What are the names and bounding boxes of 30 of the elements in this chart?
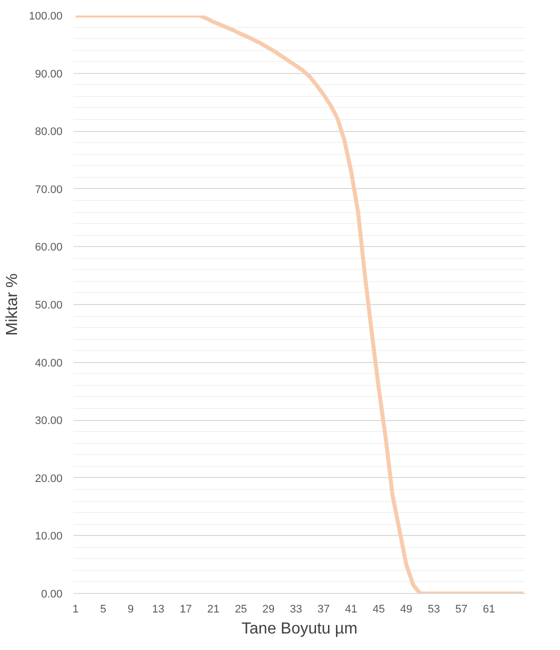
y-tick-label: 40.00 (34, 357, 63, 370)
y-tick-label: 80.00 (34, 126, 63, 138)
x-tick-label: 33 (290, 604, 302, 616)
y-tick-label: 100.00 (28, 10, 63, 22)
y-tick-label: 0.00 (41, 588, 63, 600)
y-tick-label: 70.00 (34, 184, 63, 196)
x-tick-label: 17 (180, 604, 192, 616)
x-tick-label: 57 (455, 604, 468, 616)
line-series (74, 16, 526, 594)
x-tick-label: 5 (100, 604, 106, 616)
x-tick-label: 21 (207, 604, 220, 616)
x-tick-label: 25 (234, 604, 248, 616)
x-tick-label: 53 (428, 604, 440, 616)
y-tick-label: 60.00 (34, 242, 63, 254)
x-tick-label: 49 (400, 604, 412, 616)
x-tick-label: 9 (128, 604, 134, 616)
y-tick-label: 30.00 (34, 415, 63, 428)
x-tick-label: 61 (482, 604, 496, 616)
x-tick-label: 45 (372, 604, 385, 616)
x-tick-label: 37 (318, 604, 330, 616)
x-tick-label: 41 (345, 604, 358, 616)
y-tick-label: 50.00 (34, 300, 63, 312)
x-tick-label: 29 (262, 604, 275, 616)
x-axis-title: Tane Boyutu µm (242, 620, 358, 638)
x-tick-label: 1 (72, 604, 79, 616)
x-tick-label: 13 (152, 604, 164, 616)
y-tick-label: 20.00 (34, 472, 63, 485)
y-tick-label: 90.00 (34, 68, 63, 80)
y-axis-title: Miktar % (4, 273, 21, 336)
y-tick-label: 10.00 (34, 530, 63, 543)
